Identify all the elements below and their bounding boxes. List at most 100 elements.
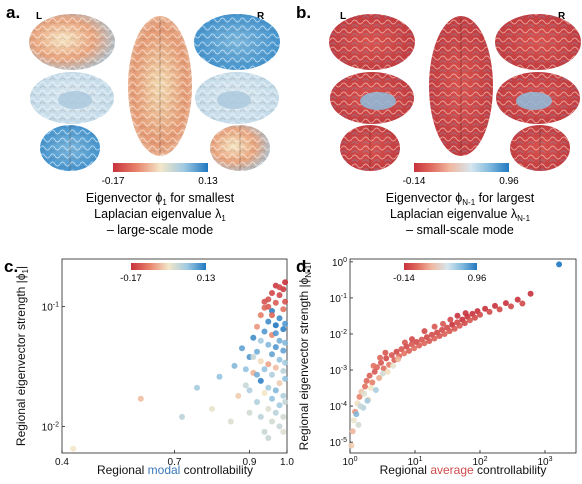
scatter-point xyxy=(265,435,272,441)
scatter-point xyxy=(451,325,458,332)
panel-d: d. 100 101 102 103 10-5 10-4 10-3 10-2 10-1 100 … xyxy=(296,257,577,477)
brain-dorsal xyxy=(128,16,192,156)
brain-lateral-left xyxy=(329,14,415,70)
scatter-point xyxy=(276,423,283,430)
plot-d-xlabel: Regional average controllability xyxy=(380,463,547,477)
scatter-point xyxy=(390,362,397,369)
scatter-point xyxy=(269,312,275,319)
scatter-point xyxy=(261,428,268,435)
scatter-point xyxy=(257,377,264,384)
scatter-point xyxy=(216,373,223,380)
scatter-point xyxy=(269,308,275,314)
scatter-point xyxy=(272,344,279,351)
scatter-point xyxy=(477,311,483,318)
panel-c: c. 0.4 0.7 0.9 1.0 10-2 10-1 -0.17 0.13 Regi… xyxy=(4,257,294,477)
scatter-point xyxy=(276,337,283,344)
x-tick-label: 1.0 xyxy=(280,457,294,468)
scatter-point xyxy=(272,409,279,416)
scatter-point xyxy=(369,379,376,386)
panel-a: a. L R xyxy=(6,3,280,237)
scatter-point xyxy=(366,372,373,379)
scatter-point xyxy=(272,330,279,337)
scatter-point xyxy=(378,359,384,366)
scatter-point xyxy=(372,387,379,393)
scatter-point xyxy=(348,442,355,449)
scatter-point xyxy=(456,322,463,329)
scatter-point xyxy=(395,356,402,363)
scatter-point xyxy=(406,347,412,354)
scatter-point xyxy=(276,356,283,363)
hemisphere-right-label: R xyxy=(257,11,265,22)
scatter-point xyxy=(353,411,360,418)
scatter-point xyxy=(235,392,242,399)
scatter-point xyxy=(280,326,287,333)
y-tick-label: 10-1 xyxy=(42,302,59,314)
plot-c-xlabel: Regional modal controllability xyxy=(97,463,253,477)
hemisphere-right-label: R xyxy=(558,11,566,22)
scatter-point xyxy=(382,349,389,356)
scatter-point xyxy=(280,392,287,399)
scatter-point xyxy=(416,342,423,349)
scatter-point xyxy=(70,445,77,452)
scatter-point xyxy=(137,395,144,402)
colorbar-c-max: 0.13 xyxy=(197,273,216,284)
scatter-point xyxy=(254,348,260,355)
scatter-point xyxy=(376,375,383,381)
x-tick-label: 0.7 xyxy=(168,457,182,468)
caption-a-line2: Laplacian eigenvalue λ1 xyxy=(94,207,226,223)
scatter-point xyxy=(261,390,268,396)
scatter-point xyxy=(276,380,283,387)
scatter-point xyxy=(357,403,364,410)
scatter-point xyxy=(280,347,287,354)
scatter-point xyxy=(261,298,268,305)
scatter-point xyxy=(272,364,279,371)
y-tick-label: 10-2 xyxy=(42,421,59,433)
scatter-point xyxy=(269,418,275,425)
caption-b-line1: Eigenvector ϕN-1 for largest xyxy=(386,191,535,207)
brain-medial-left xyxy=(30,72,114,124)
scatter-point xyxy=(280,368,287,374)
scatter-point xyxy=(276,402,283,409)
y-tick-label: 10-4 xyxy=(330,401,347,413)
brain-lateral-right xyxy=(194,14,280,70)
plot-c-points xyxy=(70,279,289,452)
scatter-point xyxy=(350,417,357,424)
x-tick-label: 0.4 xyxy=(55,457,69,468)
scatter-point xyxy=(482,305,489,312)
scatter-point xyxy=(276,284,283,291)
scatter-point xyxy=(409,336,415,343)
scatter-point xyxy=(355,421,362,428)
scatter-point xyxy=(377,354,384,361)
scatter-point xyxy=(265,405,272,412)
scatter-point xyxy=(269,351,275,358)
scatter-point xyxy=(362,383,368,390)
panel-a-letter: a. xyxy=(6,3,20,22)
scatter-point xyxy=(556,261,563,268)
y-tick-label: 10-3 xyxy=(330,365,347,377)
scatter-point xyxy=(265,341,272,348)
y-tick-label: 100 xyxy=(332,257,347,269)
plot-c-yticks: 10-2 10-1 xyxy=(42,302,65,433)
scatter-point xyxy=(276,292,283,299)
colorbar-d xyxy=(404,263,477,270)
scatter-point xyxy=(514,296,521,303)
brain-posterior-left xyxy=(340,125,400,171)
brain-posterior-right xyxy=(210,125,270,171)
scatter-point xyxy=(282,279,289,286)
scatter-point xyxy=(194,384,200,391)
scatter-point xyxy=(492,302,498,309)
brain-medial-right xyxy=(496,72,580,124)
scatter-point xyxy=(388,352,395,359)
scatter-point xyxy=(383,355,390,362)
scatter-point xyxy=(356,393,363,400)
scatter-point xyxy=(282,320,289,327)
scatter-point xyxy=(282,359,289,366)
scatter-point xyxy=(280,306,287,313)
plot-d-yticks: 10-5 10-4 10-3 10-2 10-1 100 xyxy=(330,257,353,449)
scatter-point xyxy=(257,413,264,420)
brain-posterior-left xyxy=(40,125,100,171)
x-tick-label: 0.9 xyxy=(243,457,257,468)
scatter-point xyxy=(379,370,386,377)
scatter-point xyxy=(472,314,478,321)
scatter-point xyxy=(269,371,275,378)
